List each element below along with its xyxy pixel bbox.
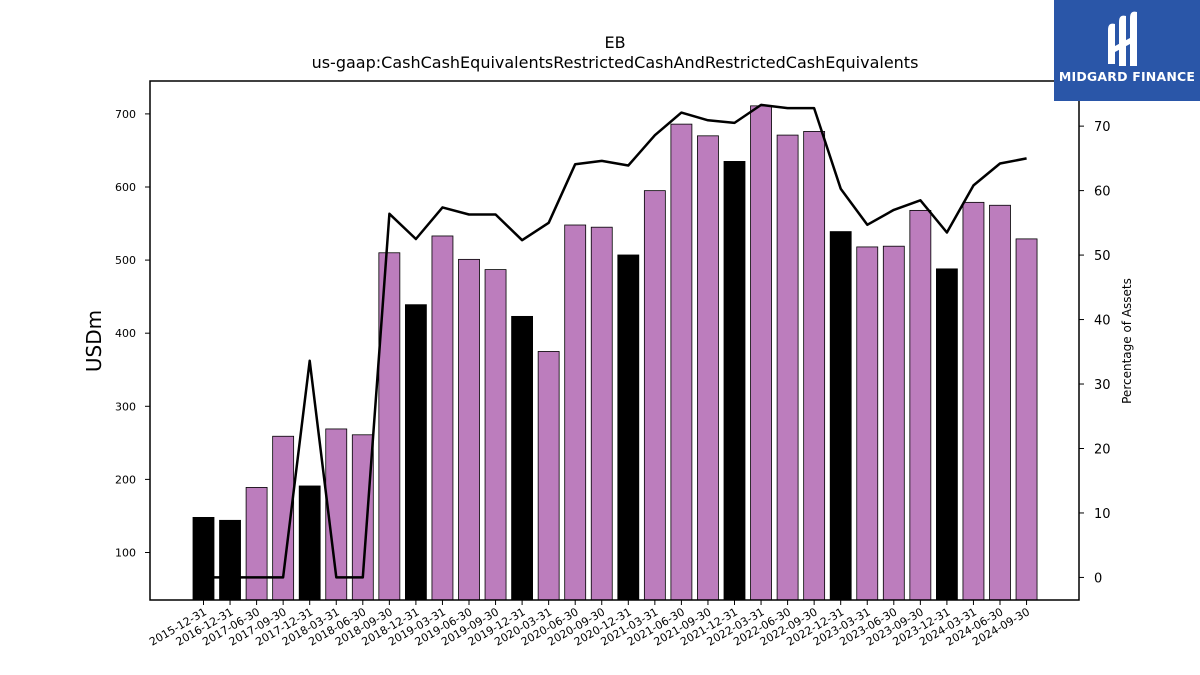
bar-2021-06-30 bbox=[670, 123, 693, 601]
y2-axis: 0 10 20 30 40 50 60 70 bbox=[1079, 120, 1111, 586]
bar-2023-12-31 bbox=[936, 268, 958, 601]
y2-tick-label: 20 bbox=[1094, 442, 1111, 457]
bar-2020-03-31 bbox=[537, 351, 560, 601]
bar-2021-12-31 bbox=[723, 161, 746, 601]
bar-2023-06-30 bbox=[882, 245, 905, 601]
plot-frame bbox=[149, 80, 1080, 601]
bar-2022-12-31 bbox=[829, 231, 852, 601]
y-tick-label: 700 bbox=[115, 108, 136, 121]
bar-2022-06-30 bbox=[776, 134, 799, 601]
bar-2019-12-31 bbox=[511, 315, 534, 601]
y2-tick-label: 70 bbox=[1094, 120, 1111, 135]
bar-2017-12-31 bbox=[298, 485, 321, 601]
bar-2017-06-30 bbox=[245, 487, 268, 601]
y-tick-label: 400 bbox=[115, 327, 136, 340]
y-tick-label: 300 bbox=[115, 400, 136, 413]
bar-2021-09-30 bbox=[697, 135, 719, 601]
logo: MIDGARD FINANCE bbox=[1054, 0, 1200, 101]
y2-tick-label: 0 bbox=[1094, 571, 1102, 586]
y2-axis-label: Percentage of Assets bbox=[1120, 278, 1134, 404]
logo-text: MIDGARD FINANCE bbox=[1058, 69, 1196, 84]
bar-2020-06-30 bbox=[564, 224, 587, 601]
y2-tick-label: 50 bbox=[1094, 249, 1111, 264]
bar-2020-12-31 bbox=[617, 254, 640, 601]
y-tick-label: 100 bbox=[115, 546, 136, 559]
y-axis: 100 200 300 400 500 600 700 bbox=[115, 108, 150, 559]
line-group bbox=[203, 103, 1027, 579]
percentage-line bbox=[203, 103, 1027, 579]
bar-2023-03-31 bbox=[856, 246, 879, 601]
y2-tick-label: 40 bbox=[1094, 314, 1111, 329]
bar-2024-06-30 bbox=[989, 204, 1011, 601]
bar-2019-09-30 bbox=[484, 269, 507, 601]
bar-2024-03-31 bbox=[962, 201, 985, 601]
y-tick-label: 200 bbox=[115, 473, 136, 486]
bar-2021-03-31 bbox=[643, 190, 666, 601]
logo-mark-icon bbox=[1108, 11, 1137, 67]
bar-2020-09-30 bbox=[590, 226, 613, 601]
bar-2015-12-31 bbox=[192, 516, 215, 601]
bar-2019-06-30 bbox=[458, 258, 480, 601]
bar-2018-12-31 bbox=[404, 304, 427, 601]
bars-group bbox=[192, 105, 1038, 601]
bar-2022-09-30 bbox=[803, 131, 826, 601]
bar-2023-09-30 bbox=[909, 209, 932, 601]
bar-2016-12-31 bbox=[219, 519, 241, 601]
bar-2024-09-30 bbox=[1015, 238, 1038, 601]
y2-tick-label: 60 bbox=[1094, 185, 1111, 200]
y-tick-label: 500 bbox=[115, 254, 136, 267]
chart-title: EB bbox=[604, 33, 625, 52]
chart-subtitle: us-gaap:CashCashEquivalentsRestrictedCas… bbox=[312, 53, 919, 72]
x-axis: 2015-12-312016-12-312017-06-302017-09-30… bbox=[147, 600, 1032, 649]
y-tick-label: 600 bbox=[115, 181, 136, 194]
bar-2022-03-31 bbox=[750, 105, 772, 601]
y2-tick-label: 30 bbox=[1094, 378, 1111, 393]
y-axis-label: USDm bbox=[82, 310, 106, 372]
bar-2019-03-31 bbox=[431, 235, 454, 601]
y2-tick-label: 10 bbox=[1094, 507, 1111, 522]
